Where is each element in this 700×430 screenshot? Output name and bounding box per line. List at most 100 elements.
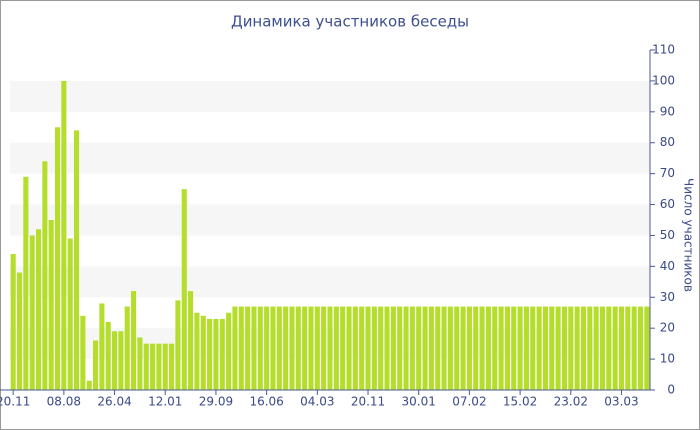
bar (188, 291, 194, 390)
bar (35, 229, 42, 390)
bar (175, 300, 181, 390)
bar (308, 306, 314, 390)
bar (238, 306, 244, 390)
y-tick-label: 20 (660, 321, 675, 335)
x-tick-label: 20.11 (0, 395, 30, 409)
bar (561, 306, 567, 390)
x-tick-label: 03.03 (604, 395, 638, 409)
bar (264, 306, 270, 390)
bar (333, 306, 339, 390)
bar (270, 306, 276, 390)
bar (435, 306, 441, 390)
bar (181, 189, 187, 390)
bar (10, 254, 16, 390)
bar (48, 220, 54, 390)
bar (257, 306, 263, 390)
x-tick-label: 04.03 (300, 395, 334, 409)
x-tick-label: 30.01 (402, 395, 436, 409)
bar (321, 306, 327, 390)
bar (226, 312, 232, 390)
bar (460, 306, 466, 390)
y-tick-label: 60 (660, 197, 675, 211)
bar (625, 306, 631, 390)
bar (403, 306, 409, 390)
bar (371, 306, 377, 390)
bar (314, 306, 320, 390)
bar (631, 306, 637, 390)
bar (390, 306, 396, 390)
bar (587, 306, 593, 390)
grid-band (10, 80, 650, 112)
bar (213, 318, 219, 390)
bar (466, 306, 472, 390)
chart-title: Динамика участников беседы (231, 13, 469, 31)
bar (150, 343, 156, 390)
bar (327, 306, 333, 390)
y-tick-label: 10 (660, 352, 675, 366)
bar (644, 306, 650, 390)
bar (428, 306, 434, 390)
bar (422, 306, 428, 390)
bar (498, 306, 504, 390)
bar (352, 306, 358, 390)
y-tick-label: 40 (660, 259, 675, 273)
bar (200, 315, 206, 390)
y-tick-label: 110 (652, 43, 675, 57)
bar (612, 306, 618, 390)
x-tick-label: 23.02 (554, 395, 588, 409)
bar (93, 340, 99, 390)
bar (340, 306, 346, 390)
bar (245, 306, 251, 390)
y-tick-label: 0 (667, 383, 675, 397)
bar (606, 306, 612, 390)
bar (618, 306, 625, 390)
bar (409, 306, 415, 390)
bar (580, 306, 586, 390)
bar (54, 127, 61, 390)
bar (156, 343, 162, 390)
y-axis-label: Число участников (682, 178, 696, 292)
bar (523, 306, 529, 390)
bar (637, 306, 644, 390)
y-tick-label: 80 (660, 135, 675, 149)
bar (207, 318, 213, 390)
bar (441, 306, 447, 390)
bar (194, 312, 200, 390)
x-tick-label: 12.01 (148, 395, 182, 409)
bar (454, 306, 460, 390)
bar (574, 306, 580, 390)
bar (295, 306, 301, 390)
y-tick-label: 70 (660, 166, 675, 180)
y-tick-label: 30 (660, 290, 675, 304)
bar (359, 306, 365, 390)
y-tick-label: 100 (652, 73, 675, 87)
y-tick-label: 50 (660, 228, 675, 242)
bar (131, 291, 137, 390)
bar (124, 306, 130, 390)
bar (593, 306, 599, 390)
bar (555, 306, 561, 390)
bar (251, 306, 257, 390)
bar (504, 306, 510, 390)
bar (80, 315, 86, 390)
bar (118, 331, 124, 390)
grid-band (10, 266, 650, 298)
x-tick-label: 08.08 (47, 395, 81, 409)
bar (447, 306, 453, 390)
bar (568, 306, 574, 390)
bar (219, 318, 225, 390)
bar (599, 306, 606, 390)
bar (276, 306, 282, 390)
bar (162, 343, 168, 390)
bar (473, 306, 479, 390)
bar (29, 235, 35, 390)
bar (416, 306, 422, 390)
bar (397, 306, 403, 390)
bar (99, 303, 105, 390)
x-tick-label: 26.04 (97, 395, 131, 409)
bar (289, 306, 295, 390)
bar (346, 306, 352, 390)
x-tick-label: 16.06 (249, 395, 283, 409)
bar (536, 306, 542, 390)
bar (143, 343, 149, 390)
